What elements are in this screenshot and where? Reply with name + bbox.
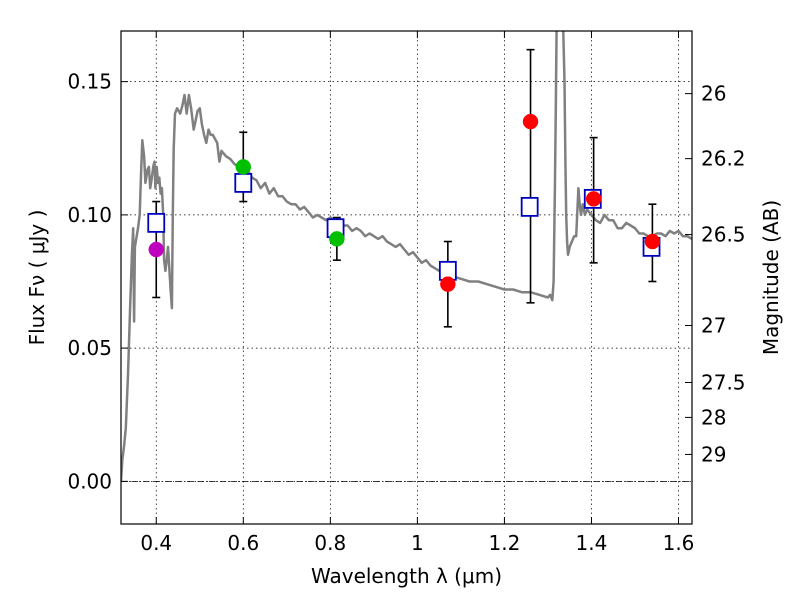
right-tick-label: 27: [701, 313, 726, 337]
observed-point: [585, 191, 602, 207]
right-axis-label: Magnitude (AB): [759, 200, 783, 355]
y-tick-label: 0.05: [67, 336, 112, 360]
observed-point: [235, 159, 252, 175]
observed-point: [329, 231, 345, 247]
right-tick-label: 29: [701, 442, 726, 466]
y-axis-ticks: 0.00 0.05 0.10 0.15: [67, 70, 128, 493]
x-tick-label: 0.4: [140, 531, 172, 555]
right-tick-label: 26: [701, 82, 726, 106]
model-square-marker: [520, 196, 539, 217]
x-tick-label: 1.2: [489, 531, 521, 555]
spectrum-line: [121, 31, 692, 482]
x-tick-label: 1.6: [663, 531, 695, 555]
observed-point: [644, 233, 661, 250]
observed-point: [522, 113, 539, 130]
model-spectrum: [121, 31, 692, 482]
x-tick-label: 0.6: [227, 531, 259, 555]
model-square-marker: [234, 172, 253, 193]
model-square-marker: [147, 212, 166, 233]
observed-point: [148, 241, 165, 258]
right-tick-label: 26.2: [701, 147, 746, 171]
y-tick-label: 0.15: [67, 70, 112, 94]
y-tick-label: 0.10: [67, 203, 112, 227]
x-axis-ticks: 0.4 0.6 0.8 1 1.2 1.4 1.6: [140, 31, 694, 555]
x-tick-label: 1.4: [576, 531, 608, 555]
x-tick-label: 0.8: [314, 531, 346, 555]
y-tick-label: 0.00: [67, 469, 112, 493]
right-tick-label: 28: [701, 405, 726, 429]
right-tick-label: 27.5: [701, 370, 746, 394]
observed-point: [440, 276, 456, 292]
right-axis-ticks: 26 26.2 26.5 27 27.5 28 29: [685, 82, 746, 466]
plot-frame: [120, 30, 693, 525]
observed-points: [148, 113, 661, 292]
right-tick-label: 26.5: [701, 223, 746, 247]
x-axis-label: Wavelength λ (μm): [311, 564, 502, 588]
x-tick-label: 1: [411, 531, 424, 555]
grid: [121, 31, 692, 524]
y-axis-label: Flux Fν ( μJy ): [25, 210, 49, 346]
